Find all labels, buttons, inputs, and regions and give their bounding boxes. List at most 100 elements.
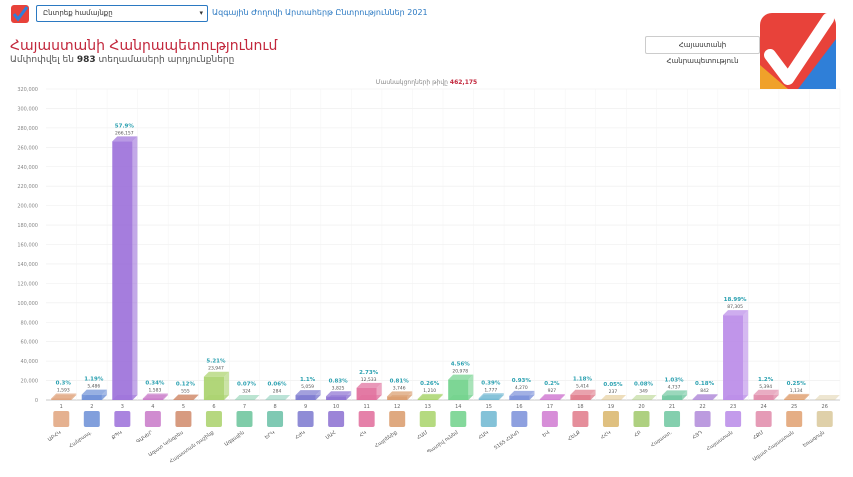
party-name-label: ԵՎ xyxy=(541,430,551,439)
voters-value: 462,175 xyxy=(450,79,477,86)
party-logo-icon xyxy=(572,411,588,427)
bar-value-label: 23,947 xyxy=(208,366,224,372)
y-tick-label: 160,000 xyxy=(17,243,38,249)
y-tick-label: 280,000 xyxy=(17,126,38,132)
y-tick-label: 80,000 xyxy=(21,320,39,326)
bar-percent-label: 4.56% xyxy=(451,362,471,368)
bar-value-label: 349 xyxy=(639,389,648,395)
bar-percent-label: 0.06% xyxy=(267,382,287,388)
y-tick-label: 220,000 xyxy=(17,184,38,190)
party-name-label: ՀԲ xyxy=(633,430,643,439)
bar-base xyxy=(601,395,626,400)
bar-value-label: 842 xyxy=(700,388,709,394)
bar-value-label: 237 xyxy=(609,389,618,395)
x-tick-label: 2 xyxy=(90,404,93,410)
bar-value-label: 5,414 xyxy=(576,384,589,390)
bar xyxy=(112,141,132,400)
bar-value-label: 20,978 xyxy=(452,369,468,375)
bar-percent-label: 0.26% xyxy=(420,381,440,387)
bar xyxy=(509,396,529,400)
party-logo-icon xyxy=(511,411,527,427)
bar-value-label: 1,134 xyxy=(790,388,803,394)
x-tick-label: 5 xyxy=(182,404,185,410)
party-logo-icon xyxy=(756,411,772,427)
party-logo-icon xyxy=(237,411,253,427)
bar xyxy=(51,398,71,400)
page-subtitle: Ամփոփվել են 983 տեղամասերի արդյունքները xyxy=(10,55,234,65)
x-tick-label: 15 xyxy=(486,404,492,410)
party-name-label: Հայաստան xyxy=(706,430,735,453)
party-logo-icon xyxy=(298,411,314,427)
bar-base xyxy=(234,395,259,400)
party-name-label: ՀՀԿ xyxy=(600,430,613,441)
region-button[interactable]: Հայաստանի Հանրապետություն xyxy=(645,36,760,54)
bar-percent-label: 0.18% xyxy=(695,381,715,387)
precinct-count: 983 xyxy=(77,55,96,65)
party-name-label: ՀՅԴ xyxy=(691,430,704,441)
party-logo-icon xyxy=(603,411,619,427)
x-tick-label: 16 xyxy=(516,404,522,410)
x-tick-label: 11 xyxy=(363,404,369,410)
bar xyxy=(570,395,590,400)
party-logo-icon xyxy=(206,411,222,427)
bar-percent-label: 2.73% xyxy=(359,370,379,376)
y-tick-label: 240,000 xyxy=(17,165,38,171)
bar-percent-label: 18.99% xyxy=(724,297,747,303)
y-tick-label: 200,000 xyxy=(17,204,38,210)
bar-value-label: 5,394 xyxy=(759,384,772,390)
party-name-label: ՀԱՄ xyxy=(416,430,429,441)
bar-percent-label: 0.08% xyxy=(634,382,654,388)
bar xyxy=(754,395,774,400)
party-logo-icon xyxy=(450,411,466,427)
party-logo-icon xyxy=(175,411,191,427)
y-tick-label: 180,000 xyxy=(17,223,38,229)
y-tick-label: 100,000 xyxy=(17,301,38,307)
bar-value-label: 266,157 xyxy=(115,130,134,136)
party-logo-icon xyxy=(542,411,558,427)
bar-percent-label: 0.93% xyxy=(512,378,532,384)
bar-value-label: 555 xyxy=(181,388,190,394)
bar xyxy=(326,396,346,400)
bar xyxy=(387,396,407,400)
party-name-label: Հայրենիք xyxy=(374,430,398,450)
party-name-label: ՀԵԼՔ xyxy=(567,430,582,443)
bar xyxy=(357,388,377,400)
bar-percent-label: 1.03% xyxy=(664,377,684,383)
party-name-label: ՔՊԿ xyxy=(111,430,124,442)
x-tick-label: 10 xyxy=(333,404,339,410)
party-name-label: Հայաստ. xyxy=(650,429,674,448)
x-tick-label: 26 xyxy=(822,404,828,410)
bar-side xyxy=(743,310,748,400)
election-link[interactable]: Ազգային Ժողովի Արտահերթ Ընտրություններ 2… xyxy=(212,8,428,17)
party-logo-icon xyxy=(695,411,711,427)
y-tick-label: 140,000 xyxy=(17,262,38,268)
bar-value-label: 927 xyxy=(548,388,557,394)
y-tick-label: 60,000 xyxy=(21,340,39,346)
bar-percent-label: 0.83% xyxy=(329,378,349,384)
bar-value-label: 1,210 xyxy=(423,388,436,394)
party-logo-icon xyxy=(53,411,69,427)
bar-base xyxy=(631,395,656,400)
subtitle-suffix: տեղամասերի արդյունքները xyxy=(99,55,235,65)
party-logo-icon xyxy=(267,411,283,427)
x-tick-label: 22 xyxy=(699,404,705,410)
x-tick-label: 3 xyxy=(121,404,124,410)
party-name-label: ՍԱՀ xyxy=(325,429,338,441)
x-tick-label: 14 xyxy=(455,404,461,410)
party-name-label: Պատիվ ունեմ xyxy=(426,429,460,455)
x-tick-label: 23 xyxy=(730,404,736,410)
bar-value-label: 1,777 xyxy=(484,387,497,393)
bar-value-label: 87,305 xyxy=(727,304,743,310)
party-name-label: ԳԱԿԵՐ xyxy=(136,429,155,445)
bar-percent-label: 0.3% xyxy=(56,380,72,386)
x-tick-label: 12 xyxy=(394,404,400,410)
party-logo-icon xyxy=(420,411,436,427)
party-logo-icon xyxy=(634,411,650,427)
page-title: Հայաստանի Հանրապետությունում xyxy=(10,38,277,54)
community-select[interactable]: Ընտրեք համայնքը ▾ xyxy=(36,5,208,22)
y-tick-label: 300,000 xyxy=(17,106,38,112)
x-tick-label: 9 xyxy=(304,404,307,410)
top-bar: Ընտրեք համայնքը ▾ Ազգային Ժողովի Արտահեր… xyxy=(0,0,853,30)
bar xyxy=(82,395,102,400)
